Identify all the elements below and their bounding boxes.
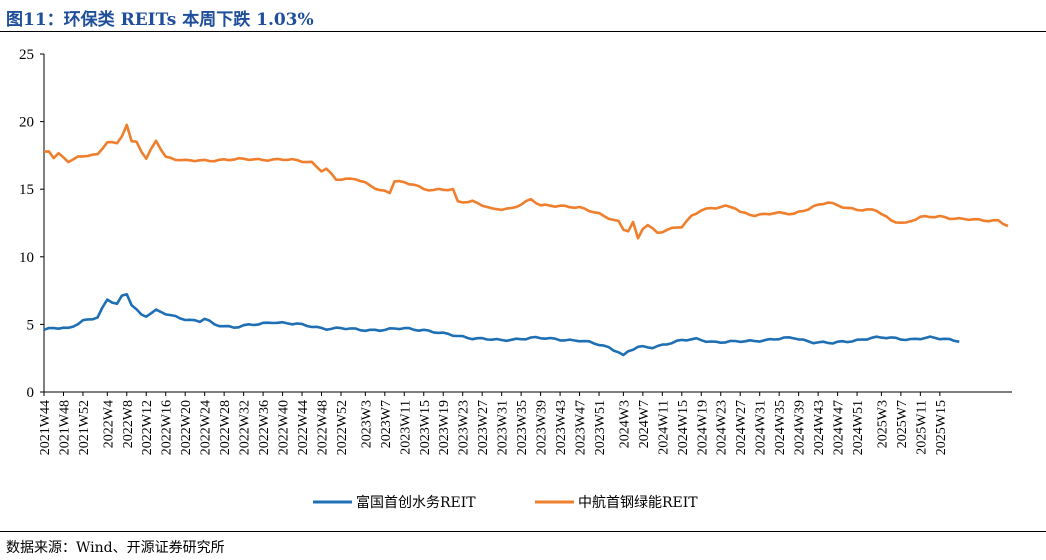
x-tick-label: 2024W11 <box>656 400 671 455</box>
x-tick-label: 2023W3 <box>359 400 374 448</box>
top-rule <box>0 31 1046 32</box>
y-tick-label: 25 <box>19 47 34 63</box>
x-tick-label: 2022W28 <box>218 400 233 455</box>
chart-title: 图11：环保类 REITs 本周下跌 1.03% <box>6 10 314 30</box>
x-tick-label: 2021W48 <box>57 400 72 455</box>
x-ticks: 2021W44 2021W48 2021W52 2022W4 2022W8 2022W12… <box>38 392 949 455</box>
x-tick-label: 2023W15 <box>418 400 433 455</box>
x-tick-label: 2021W52 <box>77 400 92 455</box>
x-tick-label: 2024W15 <box>676 400 691 455</box>
x-tick-label: 2024W51 <box>851 400 866 455</box>
x-tick-label: 2024W47 <box>832 400 847 455</box>
x-tick-label: 2023W51 <box>593 400 608 455</box>
y-tick-label: 0 <box>27 385 35 401</box>
x-tick-label: 2024W35 <box>773 400 788 455</box>
x-tick-label: 2024W43 <box>812 400 827 455</box>
x-tick-label: 2024W27 <box>734 400 749 455</box>
x-tick-label: 2023W19 <box>437 400 452 455</box>
x-tick-label: 2022W36 <box>257 400 272 455</box>
series-line-2 <box>43 123 1009 240</box>
x-tick-label: 2024W23 <box>715 400 730 455</box>
x-tick-label: 2022W16 <box>160 400 175 455</box>
y-ticks: 0 5 10 15 20 25 <box>19 47 44 401</box>
x-tick-label: 2022W24 <box>199 400 214 455</box>
x-tick-label: 2023W7 <box>379 400 394 448</box>
y-tick-label: 10 <box>19 250 34 266</box>
series-line-1 <box>43 292 960 357</box>
axes <box>43 54 1012 393</box>
x-tick-label: 2022W40 <box>277 400 292 455</box>
legend-label-series-1: 富国首创水务REIT <box>356 494 476 511</box>
series-lines <box>43 123 1009 357</box>
x-tick-label: 2024W7 <box>637 400 652 448</box>
x-tick-label: 2022W52 <box>335 400 350 455</box>
x-tick-label: 2022W12 <box>140 400 155 455</box>
y-tick-label: 15 <box>19 182 34 198</box>
x-tick-label: 2023W39 <box>535 400 550 455</box>
x-tick-label: 2025W7 <box>895 400 910 448</box>
x-tick-label: 2022W48 <box>316 400 331 455</box>
x-tick-label: 2022W32 <box>238 400 253 455</box>
x-tick-label: 2025W3 <box>875 400 890 448</box>
x-tick-label: 2024W31 <box>754 400 769 455</box>
x-tick-label: 2023W23 <box>457 400 472 455</box>
x-tick-label: 2024W39 <box>793 400 808 455</box>
x-tick-label: 2022W8 <box>121 400 136 448</box>
x-tick-label: 2023W43 <box>554 400 569 455</box>
y-tick-label: 5 <box>27 317 35 333</box>
x-tick-label: 2024W19 <box>695 400 710 455</box>
x-tick-label: 2022W4 <box>101 400 116 448</box>
x-tick-label: 2023W35 <box>515 400 530 455</box>
bottom-rule <box>0 531 1046 532</box>
x-tick-label: 2021W44 <box>38 400 53 455</box>
x-tick-label: 2023W31 <box>496 400 511 455</box>
legend: 富国首创水务REIT 中航首钢绿能REIT <box>313 494 698 511</box>
x-tick-label: 2023W47 <box>574 400 589 455</box>
x-tick-label: 2025W15 <box>934 400 949 455</box>
x-tick-label: 2023W27 <box>476 400 491 455</box>
y-tick-label: 20 <box>19 115 34 131</box>
x-tick-label: 2023W11 <box>398 400 413 455</box>
source-note: 数据来源：Wind、开源证券研究所 <box>6 540 225 556</box>
x-tick-label: 2025W11 <box>914 400 929 455</box>
x-tick-label: 2022W44 <box>296 400 311 455</box>
x-tick-label: 2022W20 <box>179 400 194 455</box>
legend-label-series-2: 中航首钢绿能REIT <box>578 495 698 511</box>
x-tick-label: 2024W3 <box>617 400 632 448</box>
